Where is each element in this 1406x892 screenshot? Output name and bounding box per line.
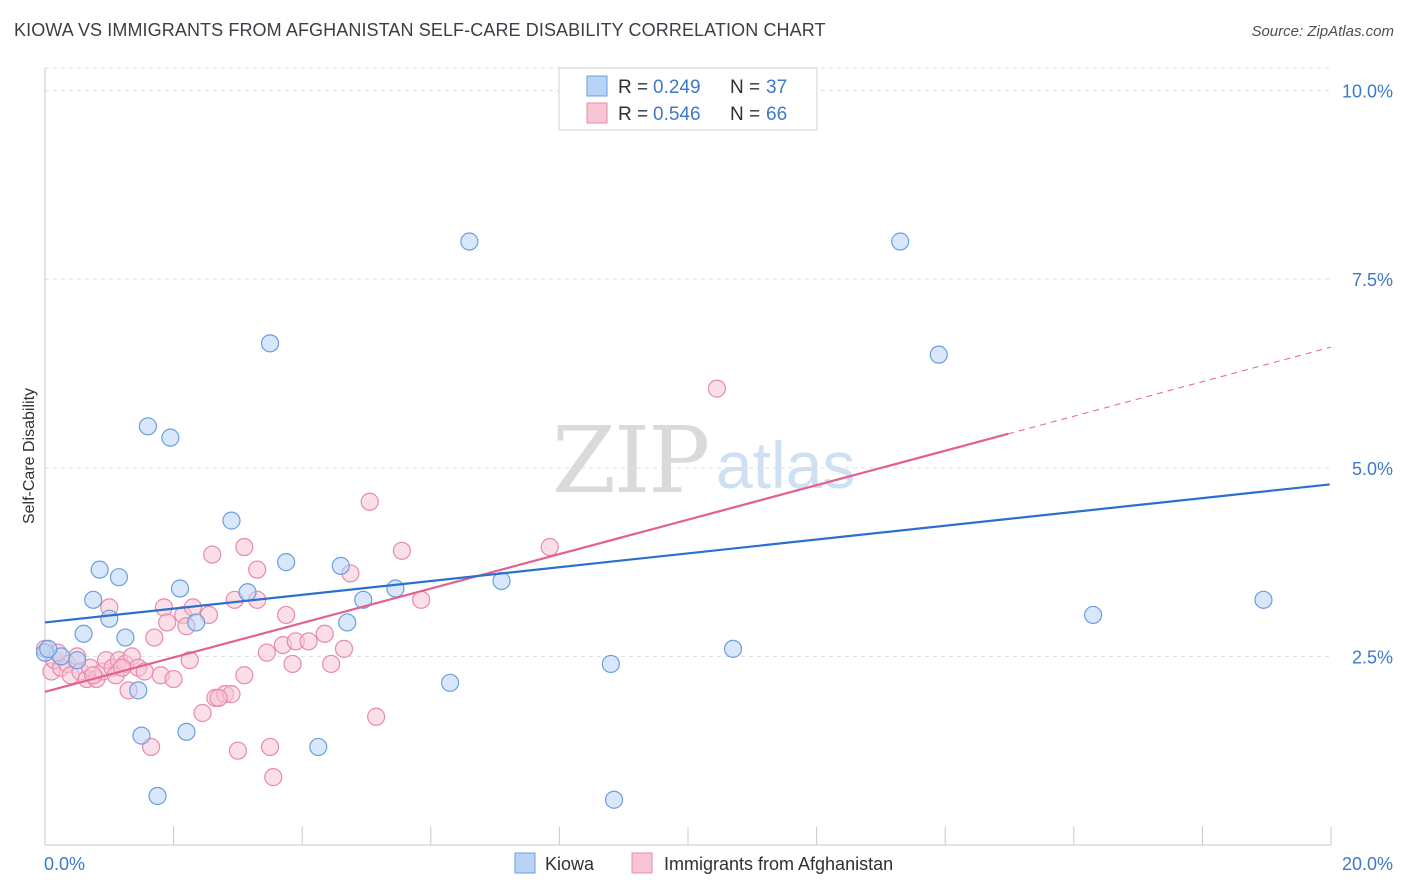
afghanistan-point-43 xyxy=(257,643,276,662)
kiowa-trend-line xyxy=(44,483,1330,624)
afghanistan-point-58 xyxy=(540,537,559,557)
afghanistan-point-54 xyxy=(360,492,379,511)
kiowa-point-16 xyxy=(187,613,206,632)
y-tick-labels: 2.5% 5.0% 7.5% 10.0% xyxy=(1342,82,1393,668)
kiowa-point-11 xyxy=(138,417,157,436)
kiowa-point-34 xyxy=(1083,605,1103,625)
afghanistan-trend-line xyxy=(44,432,1009,693)
source-attribution: Source: ZipAtlas.com xyxy=(1251,23,1394,40)
afghanistan-point-50 xyxy=(315,624,334,643)
kiowa-point-19 xyxy=(260,334,280,353)
kiowa-point-25 xyxy=(386,579,405,598)
bottom-legend-swatch-kiowa xyxy=(514,852,536,874)
kiowa-point-6 xyxy=(100,609,119,628)
y-tick-label-2: 7.5% xyxy=(1352,270,1393,290)
kiowa-point-18 xyxy=(238,583,257,602)
bottom-legend-label-kiowa: Kiowa xyxy=(545,854,595,874)
legend-r-label-afghanistan: R = xyxy=(618,104,648,125)
legend-n-value-kiowa: 37 xyxy=(766,77,787,98)
x-tick-label-min: 0.0% xyxy=(44,854,85,874)
afghanistan-point-40 xyxy=(235,537,254,557)
afghanistan-point-55 xyxy=(367,707,386,726)
kiowa-point-32 xyxy=(891,232,910,251)
kiowa-point-8 xyxy=(116,628,135,647)
kiowa-point-22 xyxy=(331,556,350,575)
afghanistan-point-30 xyxy=(180,651,199,670)
correlation-legend: R = 0.249 N = 37 R = 0.546 N = 66 xyxy=(558,67,818,131)
kiowa-point-13 xyxy=(161,428,180,447)
chart-title: KIOWA VS IMMIGRANTS FROM AFGHANISTAN SEL… xyxy=(14,20,826,40)
kiowa-point-14 xyxy=(170,579,190,598)
afghanistan-point-41 xyxy=(235,666,254,685)
legend-n-value-afghanistan: 66 xyxy=(766,104,787,125)
y-axis-title: Self-Care Disability xyxy=(21,388,38,524)
legend-r-label-kiowa: R = xyxy=(618,77,648,98)
kiowa-point-24 xyxy=(354,590,373,609)
afghanistan-point-42 xyxy=(248,560,267,579)
kiowa-point-7 xyxy=(109,568,129,587)
kiowa-point-5 xyxy=(90,560,109,579)
kiowa-point-15 xyxy=(177,722,196,741)
afghanistan-point-27 xyxy=(164,669,183,689)
afghanistan-point-51 xyxy=(322,654,341,674)
afghanistan-point-59 xyxy=(707,379,727,398)
afghanistan-point-23 xyxy=(145,628,164,647)
kiowa-point-35 xyxy=(1254,590,1273,609)
y-tick-label-1: 5.0% xyxy=(1352,459,1393,479)
afghanistan-point-52 xyxy=(334,639,354,658)
watermark-zip: ZIP xyxy=(552,407,708,514)
afghanistan-point-34 xyxy=(203,545,222,564)
kiowa-point-36 xyxy=(39,639,58,658)
kiowa-point-26 xyxy=(440,673,460,692)
kiowa-point-30 xyxy=(604,790,624,809)
kiowa-point-31 xyxy=(723,639,743,658)
y-tick-label-3: 10.0% xyxy=(1342,82,1393,102)
kiowa-point-20 xyxy=(277,553,296,572)
kiowa-point-33 xyxy=(929,345,948,364)
afghanistan-point-65 xyxy=(299,632,318,651)
legend-swatch-afghanistan xyxy=(586,102,608,124)
kiowa-points xyxy=(35,232,1273,809)
afghanistan-trend-line-projection xyxy=(1008,346,1332,435)
kiowa-point-3 xyxy=(74,624,93,643)
kiowa-point-10 xyxy=(132,726,151,745)
x-axis-ticks xyxy=(44,827,1332,845)
afghanistan-point-32 xyxy=(193,703,212,723)
kiowa-point-23 xyxy=(338,613,357,632)
bottom-legend-label-afghanistan: Immigrants from Afghanistan xyxy=(664,854,893,874)
series-legend: Kiowa Immigrants from Afghanistan xyxy=(514,852,893,874)
kiowa-point-17 xyxy=(222,511,241,530)
afghanistan-point-39 xyxy=(228,741,247,760)
kiowa-point-9 xyxy=(129,681,148,700)
afghanistan-point-57 xyxy=(412,590,431,609)
kiowa-point-4 xyxy=(84,590,103,609)
x-tick-label-max: 20.0% xyxy=(1342,854,1393,874)
gridlines xyxy=(45,67,1331,657)
legend-swatch-kiowa xyxy=(586,75,608,97)
legend-n-label-kiowa: N = xyxy=(730,77,760,98)
bottom-legend-swatch-afghanistan xyxy=(631,852,653,874)
kiowa-point-29 xyxy=(601,654,620,674)
afghanistan-point-63 xyxy=(209,688,228,707)
kiowa-point-27 xyxy=(460,232,479,251)
legend-r-value-afghanistan: 0.546 xyxy=(653,104,701,125)
afghanistan-point-45 xyxy=(264,768,283,787)
kiowa-point-2 xyxy=(68,651,87,670)
afghanistan-point-47 xyxy=(277,605,296,625)
afghanistan-point-44 xyxy=(260,737,280,757)
afghanistan-point-26 xyxy=(158,613,177,632)
y-tick-label-0: 2.5% xyxy=(1352,647,1393,667)
kiowa-point-12 xyxy=(148,786,167,806)
watermark-atlas: atlas xyxy=(716,428,855,502)
afghanistan-point-25 xyxy=(154,598,174,617)
afghanistan-point-56 xyxy=(392,541,411,560)
kiowa-point-21 xyxy=(309,737,328,757)
afghanistan-point-48 xyxy=(283,654,302,674)
legend-n-label-afghanistan: N = xyxy=(730,104,760,125)
legend-r-value-kiowa: 0.249 xyxy=(653,77,701,98)
